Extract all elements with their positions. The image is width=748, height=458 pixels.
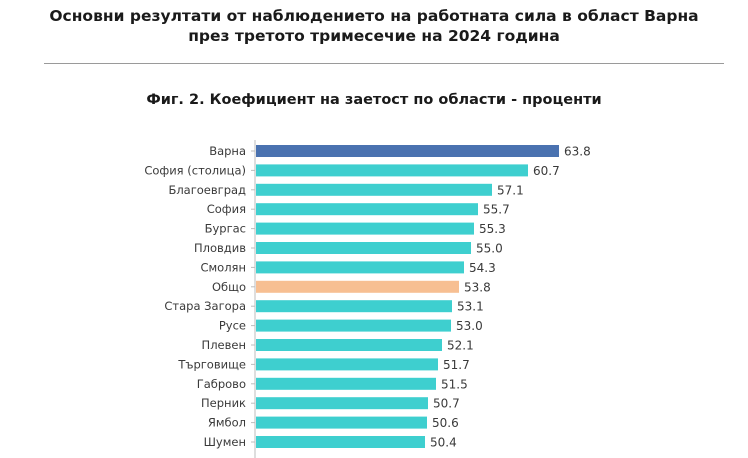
data-label: 55.3	[479, 222, 506, 236]
bar	[256, 436, 425, 448]
bar	[256, 339, 442, 351]
data-label: 63.8	[564, 145, 591, 159]
bar	[256, 397, 428, 410]
data-label: 50.6	[432, 416, 459, 430]
data-label: 60.7	[533, 164, 560, 178]
bar	[256, 164, 528, 177]
category-label: Шумен	[204, 435, 246, 449]
category-label: Габрово	[197, 377, 246, 391]
data-label: 52.1	[447, 339, 474, 353]
data-label: 50.7	[433, 397, 460, 411]
chart-title: Фиг. 2. Коефициент на заетост по области…	[146, 92, 602, 108]
data-label: 54.3	[469, 261, 496, 275]
category-label: София	[207, 202, 246, 216]
bar	[256, 203, 478, 216]
bar	[256, 145, 559, 157]
category-label: Ямбол	[208, 416, 246, 430]
data-label: 51.5	[441, 377, 468, 391]
category-label: Бургас	[205, 222, 246, 236]
bar	[256, 319, 451, 332]
bar	[256, 300, 452, 313]
data-label: 51.7	[443, 358, 470, 372]
data-label: 55.0	[476, 242, 503, 256]
data-label: 55.7	[483, 203, 510, 217]
category-label: Общо	[212, 280, 246, 294]
bar	[256, 280, 459, 293]
bar	[256, 358, 438, 371]
category-label: Търговище	[177, 357, 246, 371]
category-label: Стара Загора	[164, 299, 246, 313]
data-label: 53.1	[457, 300, 484, 314]
category-label: Благоевград	[168, 183, 246, 197]
category-label: Варна	[209, 144, 246, 158]
header-line-2: през третото тримесечие на 2024 година	[188, 27, 560, 45]
category-label: София (столица)	[144, 163, 246, 177]
bar	[256, 183, 492, 196]
category-label: Русе	[219, 319, 246, 333]
category-label: Перник	[201, 396, 246, 410]
category-label: Плевен	[202, 338, 246, 352]
data-label: 50.4	[430, 436, 457, 450]
data-label: 53.8	[464, 280, 491, 294]
data-label: 57.1	[497, 183, 524, 197]
bar	[256, 222, 474, 235]
header-divider	[44, 63, 724, 64]
bar	[256, 416, 427, 429]
category-label: Смолян	[200, 260, 246, 274]
bar	[256, 242, 471, 254]
bar	[256, 377, 436, 390]
category-label: Пловдив	[194, 241, 246, 255]
data-label: 53.0	[456, 319, 483, 333]
page-header: Основни резултати от наблюдението на раб…	[0, 6, 748, 46]
bar	[256, 261, 464, 274]
header-line-1: Основни резултати от наблюдението на раб…	[49, 7, 699, 25]
